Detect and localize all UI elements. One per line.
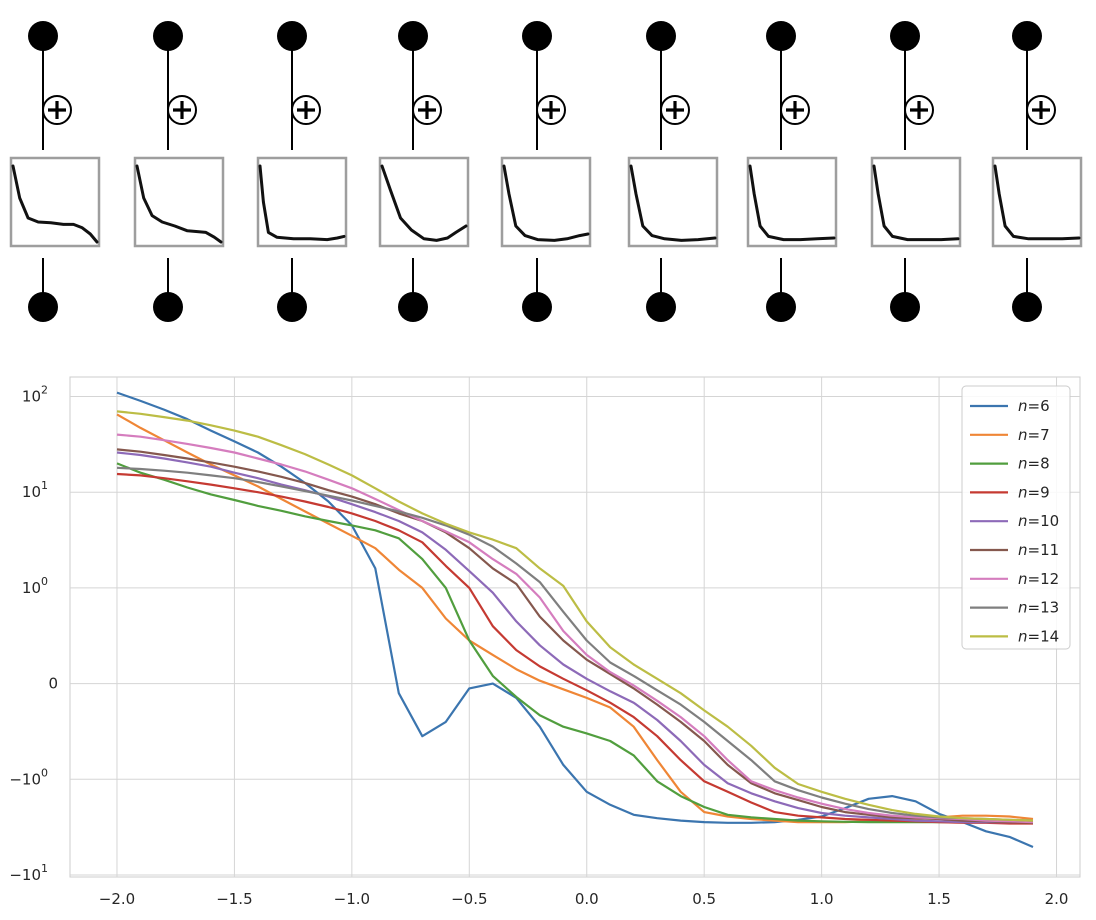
bottom-node — [28, 292, 58, 322]
activation-curve — [135, 164, 223, 244]
bottom-node — [277, 292, 307, 322]
activation-box — [627, 156, 719, 248]
activation-box — [870, 156, 962, 248]
diagram-column — [870, 21, 962, 322]
diagram-column — [9, 21, 101, 322]
legend-label: n=14 — [1018, 627, 1059, 645]
bottom-node — [890, 292, 920, 322]
legend-label: n=8 — [1018, 455, 1050, 473]
activation-curve — [629, 164, 717, 242]
x-tick-label: −0.5 — [451, 890, 487, 908]
x-tick-label: 1.0 — [810, 890, 834, 908]
series-line — [116, 448, 1034, 824]
activation-box — [500, 156, 592, 248]
activation-box — [746, 156, 838, 248]
legend-label: n=9 — [1018, 483, 1050, 501]
x-tick-label: −2.0 — [99, 890, 135, 908]
activation-curve — [993, 164, 1081, 241]
diagram-column — [991, 21, 1083, 322]
x-axis: −2.0 −1.5 −1.0 −0.5 0.0 0.5 1.0 1.5 2.0 — [99, 890, 1069, 908]
y-tick-label: −101 — [9, 862, 48, 884]
node-diagram — [9, 21, 1083, 322]
diagram-column — [378, 21, 470, 322]
diagram-column — [746, 21, 838, 322]
top-node — [398, 21, 428, 51]
x-tick-label: 0.5 — [692, 890, 716, 908]
activation-box — [256, 156, 348, 248]
y-tick-label: 101 — [22, 479, 48, 501]
diagram-column — [256, 21, 348, 322]
bottom-node — [522, 292, 552, 322]
activation-curve — [748, 164, 836, 242]
bottom-node — [766, 292, 796, 322]
legend-label: n=10 — [1018, 512, 1059, 530]
series-line — [116, 472, 1033, 825]
series-line — [116, 451, 1033, 824]
top-node — [890, 21, 920, 51]
bottom-node — [1012, 292, 1042, 322]
activation-box — [991, 156, 1083, 248]
y-tick-label: −100 — [9, 766, 48, 788]
top-node — [277, 21, 307, 51]
x-tick-label: 0.0 — [575, 890, 599, 908]
activation-curve — [258, 164, 346, 242]
legend-label: n=12 — [1018, 570, 1059, 588]
activation-curve — [502, 164, 590, 242]
bottom-node — [646, 292, 676, 322]
y-tick-label: 100 — [22, 575, 48, 597]
legend-label: n=7 — [1018, 426, 1050, 444]
series-line — [116, 391, 1034, 849]
x-tick-label: −1.0 — [334, 890, 370, 908]
activation-curve — [380, 164, 468, 242]
y-tick-label: 0 — [48, 675, 58, 693]
series-lines — [116, 391, 1034, 849]
diagram-column — [500, 21, 592, 322]
series-line — [116, 466, 1034, 822]
top-node — [522, 21, 552, 51]
top-node — [766, 21, 796, 51]
top-node — [153, 21, 183, 51]
diagram-column — [133, 21, 225, 322]
top-node — [646, 21, 676, 51]
diagram-column — [627, 21, 719, 322]
x-tick-label: 1.5 — [927, 890, 951, 908]
bottom-node — [398, 292, 428, 322]
x-tick-label: −1.5 — [216, 890, 252, 908]
activation-curve — [872, 164, 960, 242]
line-chart: −2.0 −1.5 −1.0 −0.5 0.0 0.5 1.0 1.5 2.0 10210110… — [9, 376, 1081, 908]
activation-box — [9, 156, 101, 248]
y-axis: 102 101 100 0 −100 −101 — [9, 384, 58, 884]
bottom-node — [153, 292, 183, 322]
series-line — [116, 433, 1034, 824]
x-tick-label: 2.0 — [1045, 890, 1069, 908]
legend: n=6 n=7 n=8 n=9 n=10 n=11 n=12 n=13 n=14 — [961, 385, 1071, 650]
legend-label: n=11 — [1018, 541, 1059, 559]
y-tick-label: 102 — [22, 384, 48, 406]
activation-box — [133, 156, 225, 248]
activation-curve — [11, 164, 99, 244]
top-node — [1012, 21, 1042, 51]
legend-label: n=6 — [1018, 397, 1050, 415]
legend-label: n=13 — [1018, 599, 1059, 617]
series-line — [116, 462, 1033, 824]
top-node — [28, 21, 58, 51]
series-line — [116, 410, 1034, 822]
legend-box — [961, 385, 1071, 650]
